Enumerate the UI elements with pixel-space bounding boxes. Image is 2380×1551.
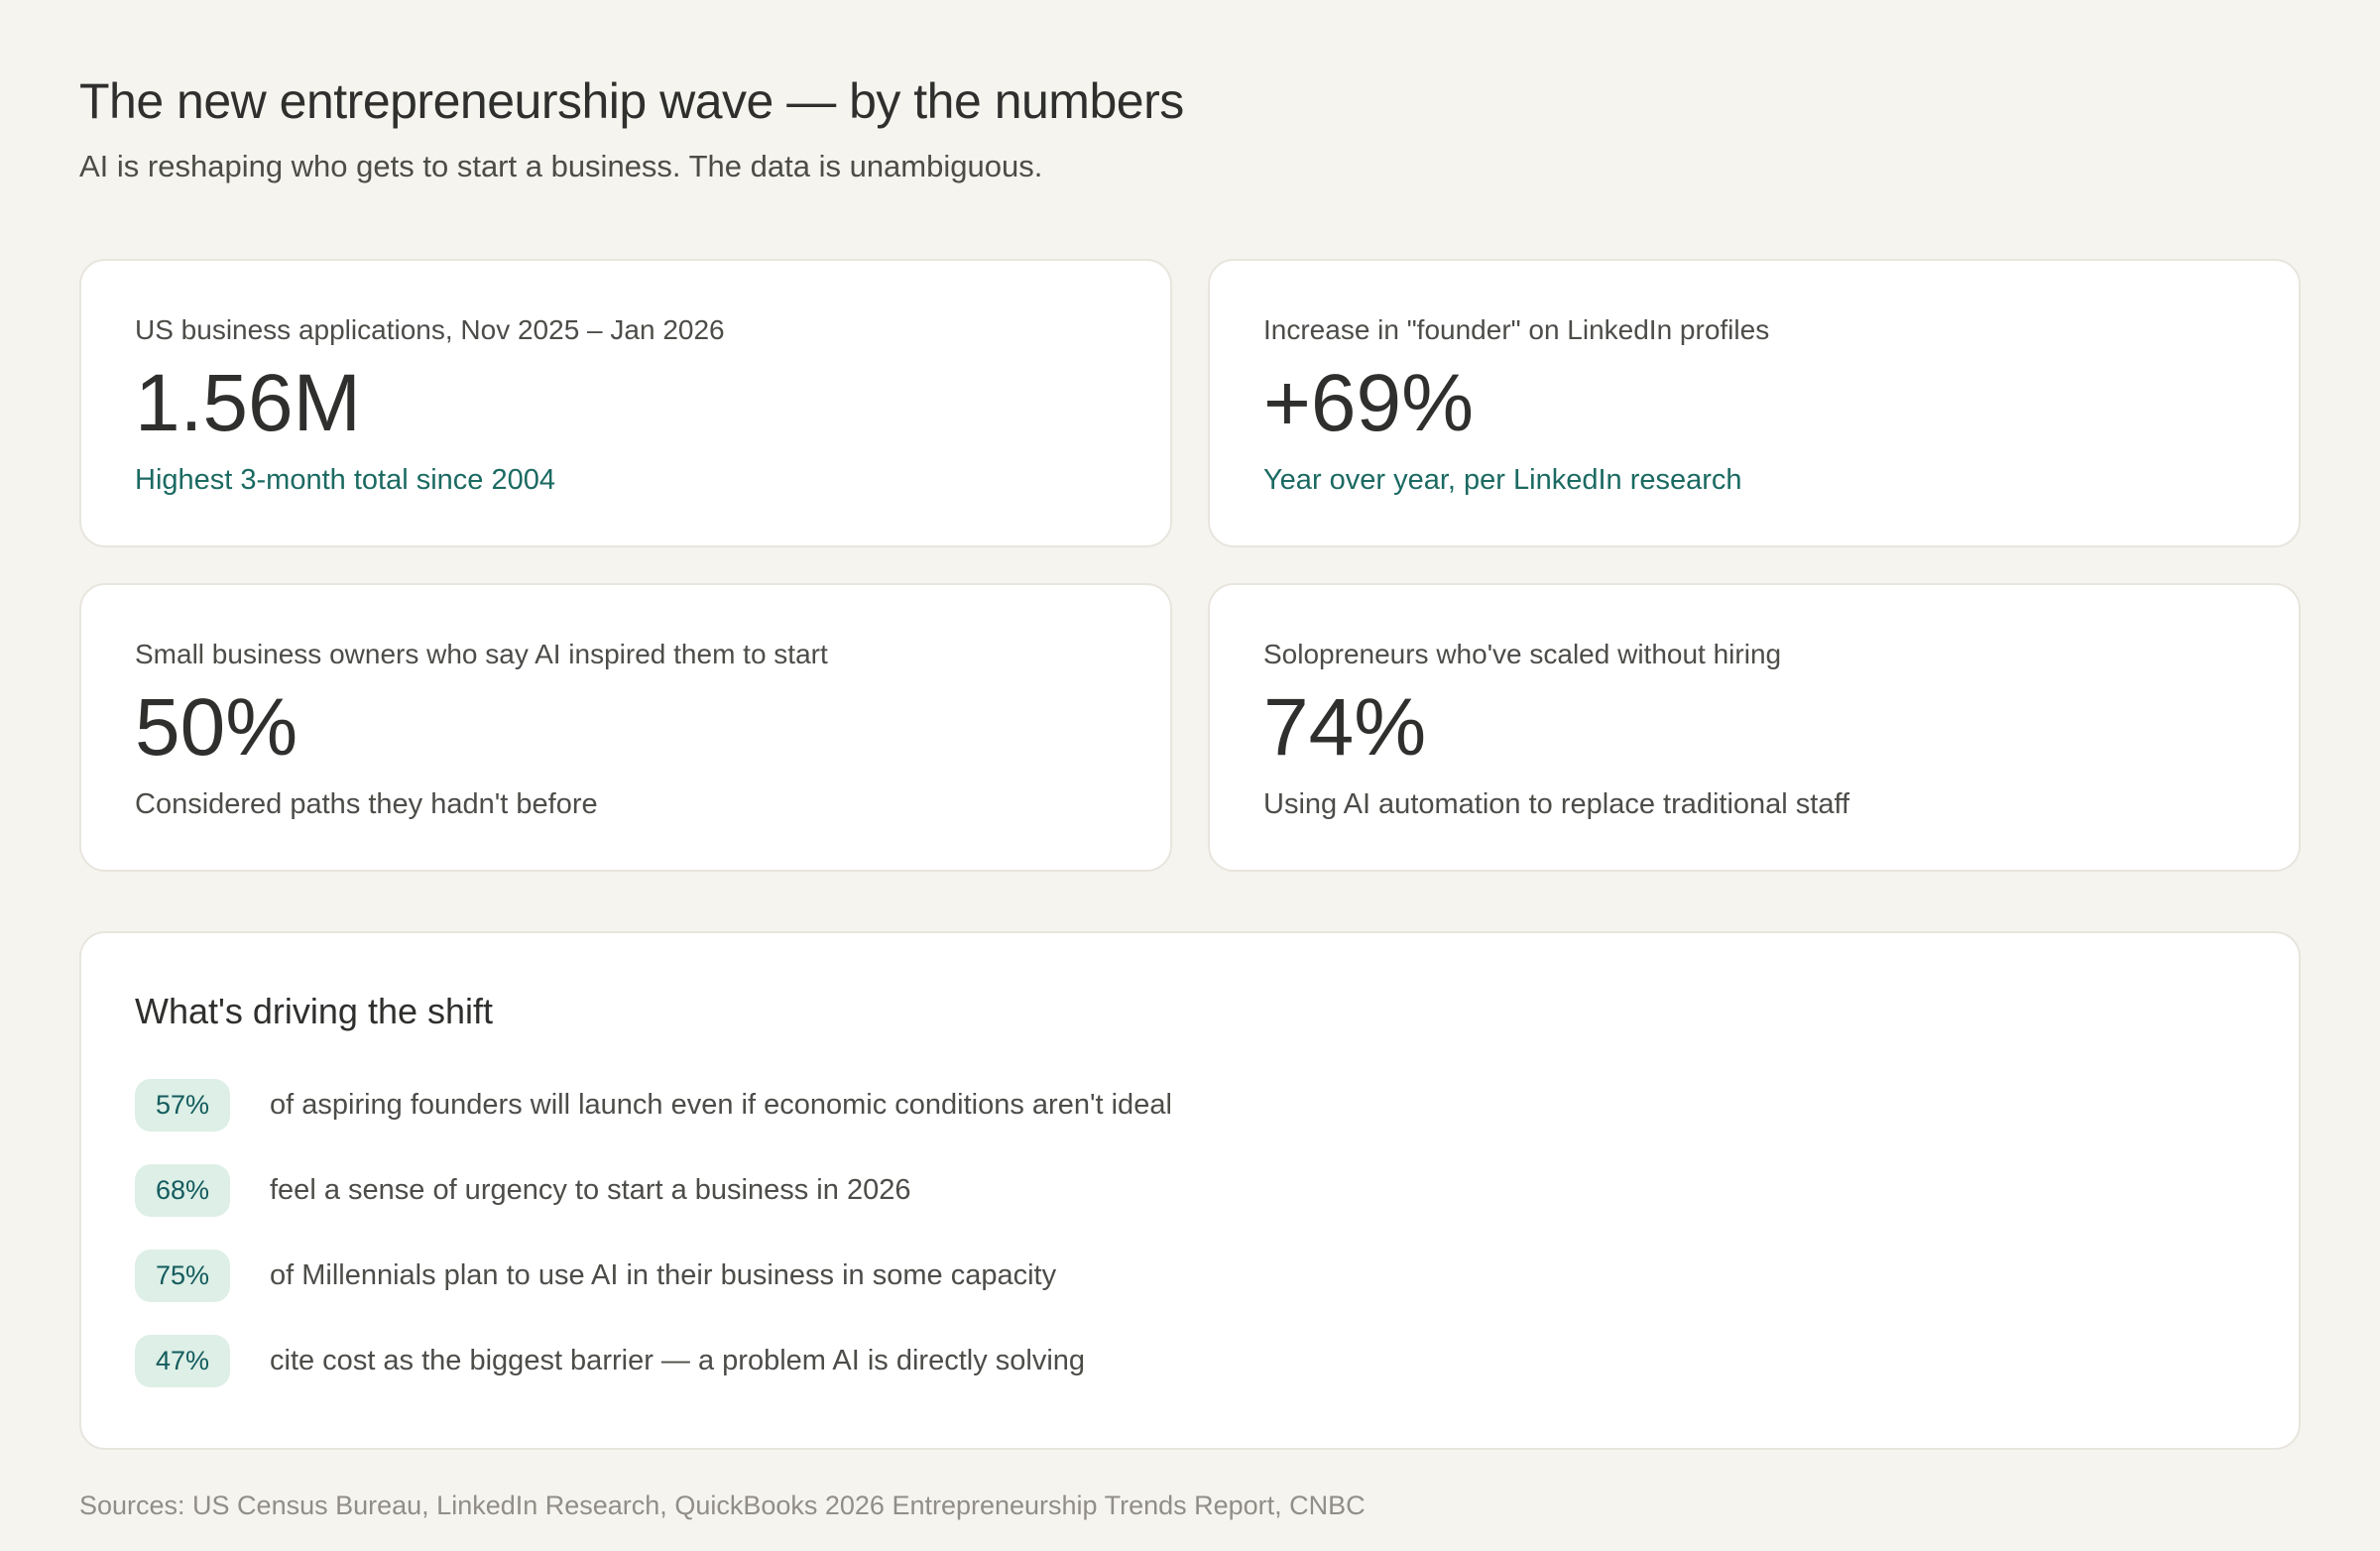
stat-value: 50%	[135, 681, 298, 773]
stat-note: Year over year, per LinkedIn research	[1263, 464, 1742, 497]
stat-badge: 68%	[135, 1164, 230, 1218]
driver-text: feel a sense of urgency to start a busin…	[270, 1174, 911, 1207]
stat-value: 1.56M	[135, 357, 361, 448]
list-item: 68% feel a sense of urgency to start a b…	[135, 1164, 2245, 1218]
driver-text: of aspiring founders will launch even if…	[270, 1089, 1172, 1122]
driver-list: 57% of aspiring founders will launch eve…	[135, 1079, 2245, 1388]
drivers-heading: What's driving the shift	[135, 991, 494, 1032]
page-subtitle: AI is reshaping who gets to start a busi…	[79, 149, 1043, 183]
stat-label: Small business owners who say AI inspire…	[135, 639, 828, 670]
stat-card-solopreneurs: Solopreneurs who've scaled without hirin…	[1208, 583, 2301, 873]
sources-note: Sources: US Census Bureau, LinkedIn Rese…	[79, 1491, 1366, 1521]
stat-card-ai-inspired: Small business owners who say AI inspire…	[79, 583, 1172, 873]
stat-label: US business applications, Nov 2025 – Jan…	[135, 314, 725, 346]
stat-label: Solopreneurs who've scaled without hirin…	[1263, 639, 1782, 670]
page-title: The new entrepreneurship wave — by the n…	[79, 73, 1184, 129]
list-item: 47% cite cost as the biggest barrier — a…	[135, 1335, 2245, 1388]
drivers-card: What's driving the shift 57% of aspiring…	[79, 931, 2301, 1451]
stat-note: Highest 3-month total since 2004	[135, 464, 555, 497]
stat-badge: 47%	[135, 1335, 230, 1388]
stat-badge: 75%	[135, 1250, 230, 1303]
list-item: 57% of aspiring founders will launch eve…	[135, 1079, 2245, 1133]
driver-text: cite cost as the biggest barrier — a pro…	[270, 1345, 1086, 1377]
stat-value: +69%	[1263, 357, 1475, 448]
driver-text: of Millennials plan to use AI in their b…	[270, 1259, 1057, 1292]
stat-badge: 57%	[135, 1079, 230, 1133]
stat-note: Considered paths they hadn't before	[135, 788, 598, 821]
stat-value: 74%	[1263, 681, 1427, 773]
stat-card-linkedin-founder: Increase in "founder" on LinkedIn profil…	[1208, 259, 2301, 548]
stat-note: Using AI automation to replace tradition…	[1263, 788, 1850, 821]
page-header: The new entrepreneurship wave — by the n…	[79, 71, 2301, 187]
stat-label: Increase in "founder" on LinkedIn profil…	[1263, 314, 1770, 346]
stat-card-grid: US business applications, Nov 2025 – Jan…	[79, 259, 2301, 873]
stat-card-business-applications: US business applications, Nov 2025 – Jan…	[79, 259, 1172, 548]
list-item: 75% of Millennials plan to use AI in the…	[135, 1250, 2245, 1303]
